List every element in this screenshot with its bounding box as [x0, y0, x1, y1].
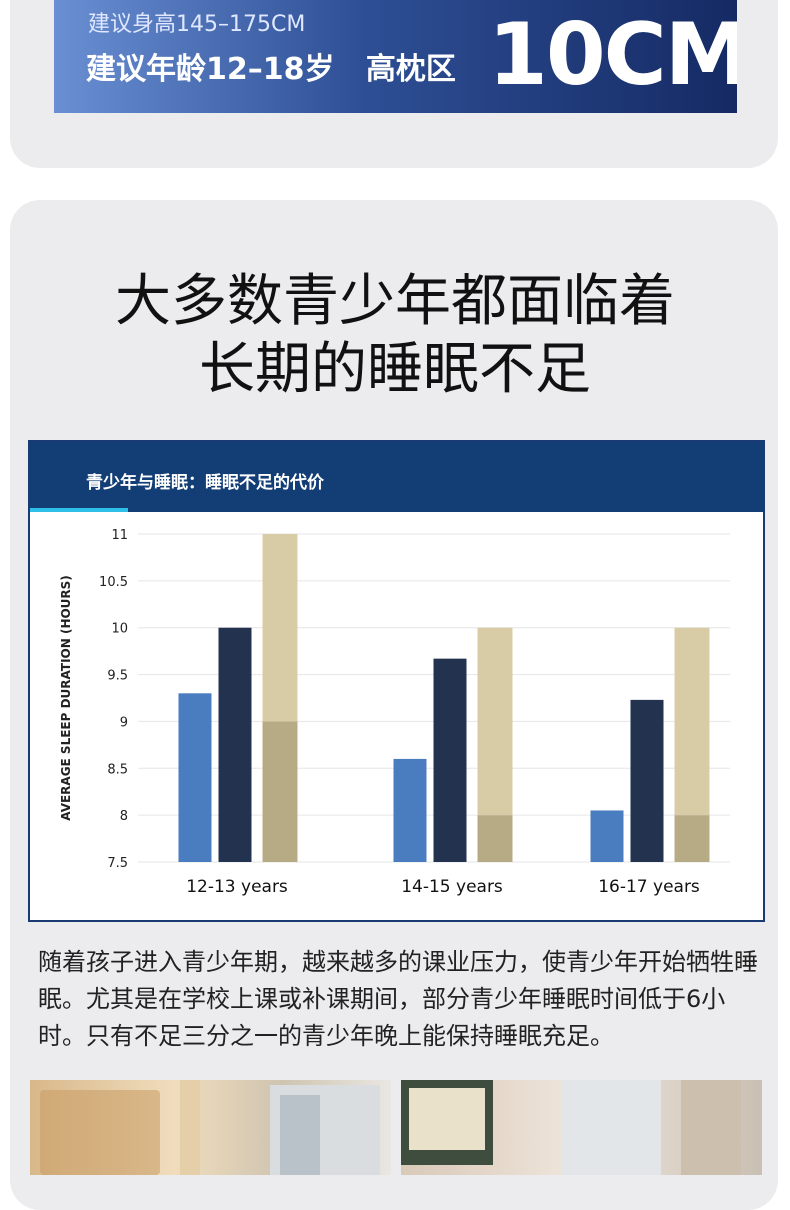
y-tick-label: 10.5: [99, 575, 128, 590]
y-tick-label: 9: [120, 715, 128, 730]
y-tick-label: 7.5: [107, 856, 128, 871]
headline-line-2: 长期的睡眠不足: [199, 337, 591, 402]
body-paragraph: 随着孩子进入青少年期，越来越多的课业压力，使青少年开始牺牲睡眠。尤其是在学校上课…: [38, 948, 758, 1050]
x-tick-label: 16-17 years: [598, 877, 700, 897]
x-tick-label: 12-13 years: [186, 877, 288, 897]
bar: [630, 699, 664, 862]
bar: [262, 721, 298, 862]
sleep-duration-chart: 7.5 8 8.5 9 9.5 10 10.5 11 AVERAGE SLEEP DURATIO…: [59, 528, 730, 897]
age-recommendation: 建议年龄12–18岁 高枕区: [86, 52, 456, 87]
pillow-height-value: 10CM: [488, 5, 737, 105]
pillow-size-banner: 建议身高145–175CM 建议年龄12–18岁 高枕区 10CM: [54, 0, 737, 113]
bar: [218, 627, 252, 862]
bar: [262, 534, 298, 722]
headline: 大多数青少年都面临着 长期的睡眠不足: [0, 268, 790, 404]
headline-line-1: 大多数青少年都面临着: [115, 269, 675, 334]
y-tick-label: 11: [111, 528, 128, 543]
y-tick-label: 8: [120, 809, 128, 824]
bar: [674, 815, 710, 862]
chart-header-title: 青少年与睡眠：睡眠不足的代价: [86, 473, 324, 493]
bar: [674, 627, 710, 816]
bar: [590, 810, 624, 862]
bar: [477, 627, 513, 816]
bedroom-photo-left: [30, 1080, 391, 1175]
sleep-chart-panel: 青少年与睡眠：睡眠不足的代价 7.5 8 8.5 9 9.5 10 10.5 11 AVERAG…: [28, 440, 765, 922]
bedroom-photo-right: [401, 1080, 762, 1175]
bar: [477, 815, 513, 862]
y-tick-label: 8.5: [107, 762, 128, 777]
y-tick-label: 10: [111, 622, 128, 637]
bar: [178, 693, 212, 862]
chart-header: 青少年与睡眠：睡眠不足的代价: [30, 442, 763, 512]
y-tick-label: 9.5: [107, 669, 128, 684]
y-axis-label: AVERAGE SLEEP DURATION (HOURS): [59, 575, 73, 821]
bar: [433, 658, 467, 862]
x-tick-label: 14-15 years: [401, 877, 503, 897]
bar: [393, 758, 427, 862]
chart-header-accent: [30, 508, 128, 512]
height-recommendation: 建议身高145–175CM: [88, 12, 306, 37]
